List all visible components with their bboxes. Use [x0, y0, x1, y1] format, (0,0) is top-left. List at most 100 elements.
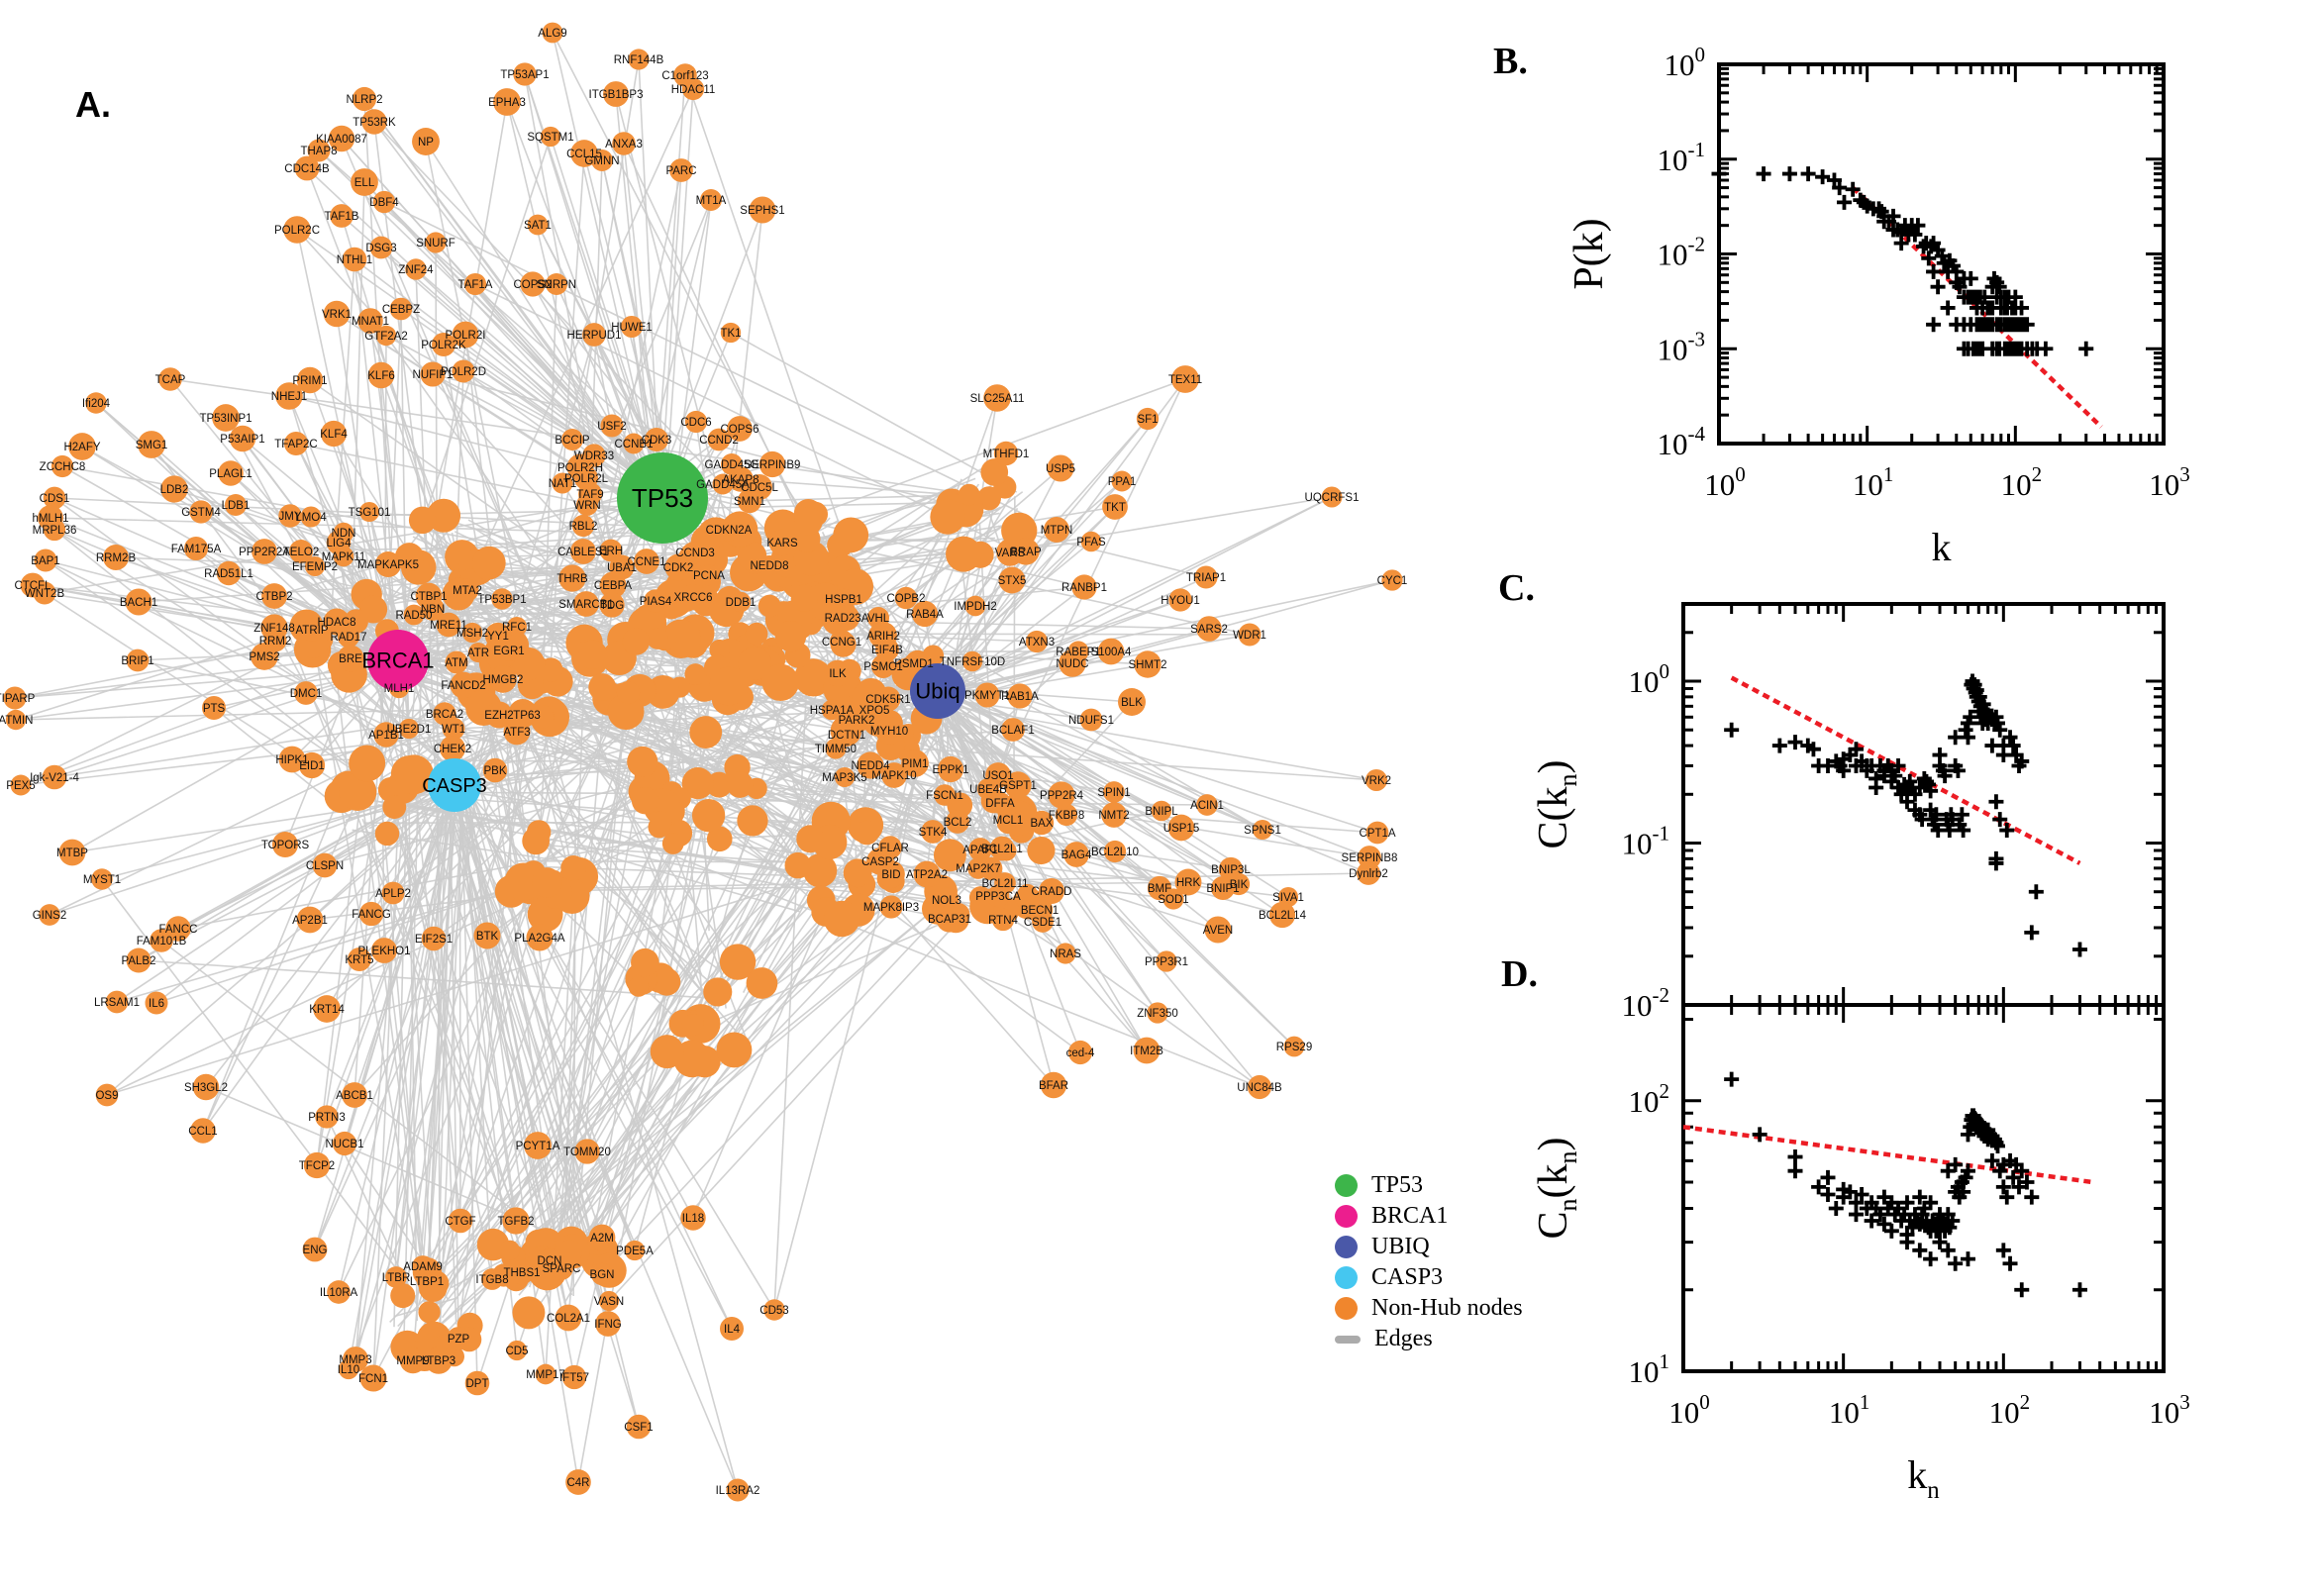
- network-node-label: TOPORS: [261, 840, 310, 851]
- network-node-label: HSPB1: [825, 594, 862, 606]
- legend-item-nonhub: Non-Hub nodes: [1335, 1293, 1523, 1324]
- network-node-label: CEBPA: [594, 580, 632, 592]
- network-node-label: ADAM9: [403, 1261, 443, 1273]
- network-node-label: MMP9: [396, 1355, 429, 1367]
- network-node: [921, 820, 945, 844]
- network-edge: [730, 332, 1018, 493]
- network-node: [300, 618, 324, 642]
- network-edge: [363, 181, 645, 487]
- network-node-label: EIF4B: [871, 645, 903, 656]
- network-node: [565, 1469, 591, 1495]
- network-node-label: NEDD4: [852, 760, 891, 772]
- network-node: [43, 518, 66, 542]
- network-node: [398, 718, 420, 740]
- network-node: [598, 1290, 620, 1312]
- network-node-label: GADD45G: [705, 459, 759, 471]
- network-node-label: CDK2: [663, 562, 694, 574]
- network-node-label: EGR1: [493, 646, 524, 657]
- network-node-label: PLEKHO1: [357, 946, 410, 957]
- network-node: [1012, 538, 1040, 565]
- network-edge: [348, 838, 556, 1370]
- network-node: [561, 1364, 587, 1390]
- network-node: [374, 550, 402, 578]
- network-node: [385, 1266, 407, 1288]
- tp53-hub-swatch-icon: [1335, 1174, 1358, 1197]
- network-filler-node: [418, 1301, 441, 1324]
- network-node: [712, 473, 734, 495]
- network-node-label: GINS2: [33, 910, 67, 922]
- network-node: [375, 325, 397, 347]
- y-tick-label: 102: [1629, 1079, 1670, 1119]
- network-node-label: AP1B1: [368, 730, 404, 742]
- network-node: [412, 128, 440, 155]
- network-node-label: TIMM50: [815, 744, 857, 755]
- network-node-label: SARS2: [1190, 624, 1228, 636]
- network-node-label: BAP1: [31, 555, 59, 567]
- network-filler-node: [471, 546, 506, 580]
- legend-label: Edges: [1374, 1326, 1433, 1351]
- network-node-label: RAD23A: [825, 613, 869, 625]
- network-node: [612, 132, 636, 155]
- network-edge: [773, 581, 813, 1311]
- network-node-label: BNIPL: [1145, 806, 1178, 818]
- network-node: [502, 1207, 530, 1235]
- network-node: [315, 1105, 339, 1129]
- network-node: [1025, 630, 1049, 653]
- network-node: [42, 764, 67, 790]
- network-node: [727, 416, 753, 442]
- legend-item-casp3: CASP3: [1335, 1262, 1523, 1293]
- nonhub-node-swatch-icon: [1335, 1297, 1358, 1320]
- network-node-label: CDC6: [680, 417, 711, 429]
- network-node: [680, 1205, 706, 1231]
- network-node: [698, 564, 720, 586]
- network-node-label: KARS: [766, 538, 798, 549]
- network-edge: [684, 74, 906, 716]
- network-node: [351, 168, 378, 196]
- network-node: [913, 860, 941, 888]
- network-node-label: IFT57: [559, 1372, 589, 1384]
- network-node: [986, 884, 1010, 908]
- network-node-label: ATR: [467, 648, 489, 659]
- network-node-label: CD5: [505, 1346, 528, 1357]
- network-node-label: BECN1: [1021, 905, 1059, 917]
- network-node-label: BAG4: [1061, 849, 1092, 861]
- network-node-label: C1orf123: [661, 70, 708, 82]
- network-filler-node: [709, 666, 749, 706]
- network-node: [1365, 821, 1389, 845]
- network-edge: [354, 786, 457, 1360]
- network-node-label: PPP2R2A: [239, 547, 290, 558]
- network-node-label: BCLAF1: [991, 725, 1034, 737]
- fit-line: [1682, 1125, 2093, 1185]
- network-edge: [552, 32, 658, 491]
- network-node-label: TK1: [720, 328, 741, 340]
- network-edge: [324, 708, 925, 866]
- network-edge: [375, 800, 1174, 900]
- network-node-label: ERH: [599, 546, 623, 557]
- network-edge: [449, 770, 551, 1261]
- network-node: [1001, 718, 1025, 742]
- network-edge: [601, 876, 976, 1275]
- network-node: [1029, 810, 1055, 836]
- network-edge: [151, 444, 408, 786]
- network-filler-node: [980, 458, 1009, 486]
- network-node-label: RAB1A: [1001, 691, 1039, 703]
- network-node-label: CCNB1: [615, 439, 654, 450]
- y-tick-label: 10-3: [1658, 327, 1706, 366]
- network-node-label: Igk-V21-4: [30, 772, 79, 784]
- network-edge: [425, 141, 574, 877]
- network-node: [450, 671, 477, 699]
- network-filler-node: [696, 526, 721, 551]
- network-node-label: A2M: [590, 1233, 614, 1245]
- network-node-label: TP53INP1: [199, 413, 252, 425]
- network-node-label: EID1: [299, 760, 325, 772]
- network-filler-node: [833, 517, 869, 553]
- network-node-label: FAM175A: [171, 544, 222, 555]
- network-node: [626, 1414, 652, 1440]
- network-filler-node: [726, 771, 754, 798]
- network-node: [825, 738, 847, 759]
- network-node: [599, 571, 627, 599]
- network-node-label: MSH2: [456, 628, 488, 640]
- network-node: [881, 762, 907, 788]
- network-node: [493, 88, 521, 116]
